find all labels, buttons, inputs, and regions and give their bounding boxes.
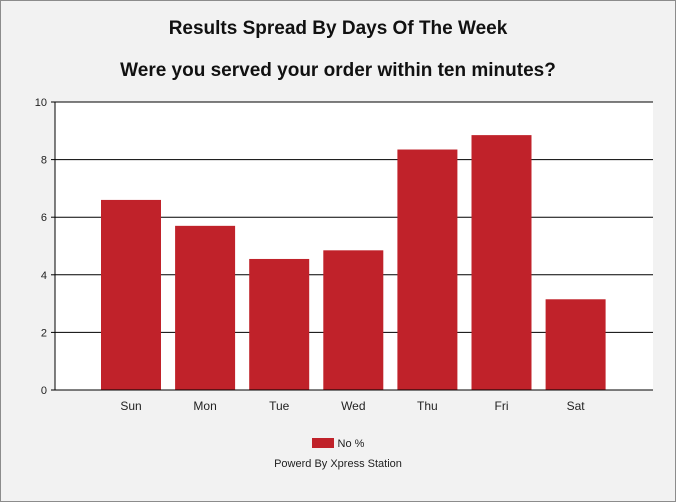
bar-wed bbox=[323, 250, 384, 390]
bar-mon bbox=[175, 225, 236, 390]
bar-fri bbox=[471, 135, 532, 390]
x-tick-label: Wed bbox=[341, 399, 365, 413]
x-tick-label: Tue bbox=[269, 399, 290, 413]
legend-swatch bbox=[311, 438, 334, 448]
bar-tue bbox=[249, 258, 310, 390]
bar-thu bbox=[397, 149, 458, 390]
x-tick-label: Thu bbox=[417, 399, 438, 413]
legend: No % bbox=[1, 438, 675, 450]
y-tick-label: 0 bbox=[41, 385, 47, 397]
y-tick-label: 8 bbox=[41, 155, 47, 167]
chart-title: Results Spread By Days Of The Week bbox=[168, 18, 508, 39]
x-tick-label: Fri bbox=[495, 399, 509, 413]
x-axis-ticks: Sun Mon Tue Wed Thu Fri Sat bbox=[120, 399, 585, 413]
bars bbox=[101, 135, 606, 390]
y-axis-ticks: 0 2 4 6 8 10 bbox=[35, 97, 55, 397]
legend-label: No % bbox=[337, 438, 365, 450]
bar-chart: 0 2 4 6 8 10 Sun Mon Tue Wed Thu Fri Sat bbox=[35, 97, 653, 413]
bar-sat bbox=[545, 299, 606, 390]
x-tick-label: Sun bbox=[120, 399, 141, 413]
x-tick-label: Mon bbox=[193, 399, 216, 413]
y-tick-label: 4 bbox=[41, 270, 47, 282]
bar-sun bbox=[101, 199, 161, 390]
y-tick-label: 6 bbox=[41, 212, 47, 224]
y-tick-label: 10 bbox=[35, 97, 47, 109]
x-tick-label: Sat bbox=[567, 399, 586, 413]
footer-credit: Powerd By Xpress Station bbox=[274, 458, 402, 470]
y-tick-label: 2 bbox=[41, 327, 47, 339]
chart-subtitle: Were you served your order within ten mi… bbox=[120, 60, 556, 81]
